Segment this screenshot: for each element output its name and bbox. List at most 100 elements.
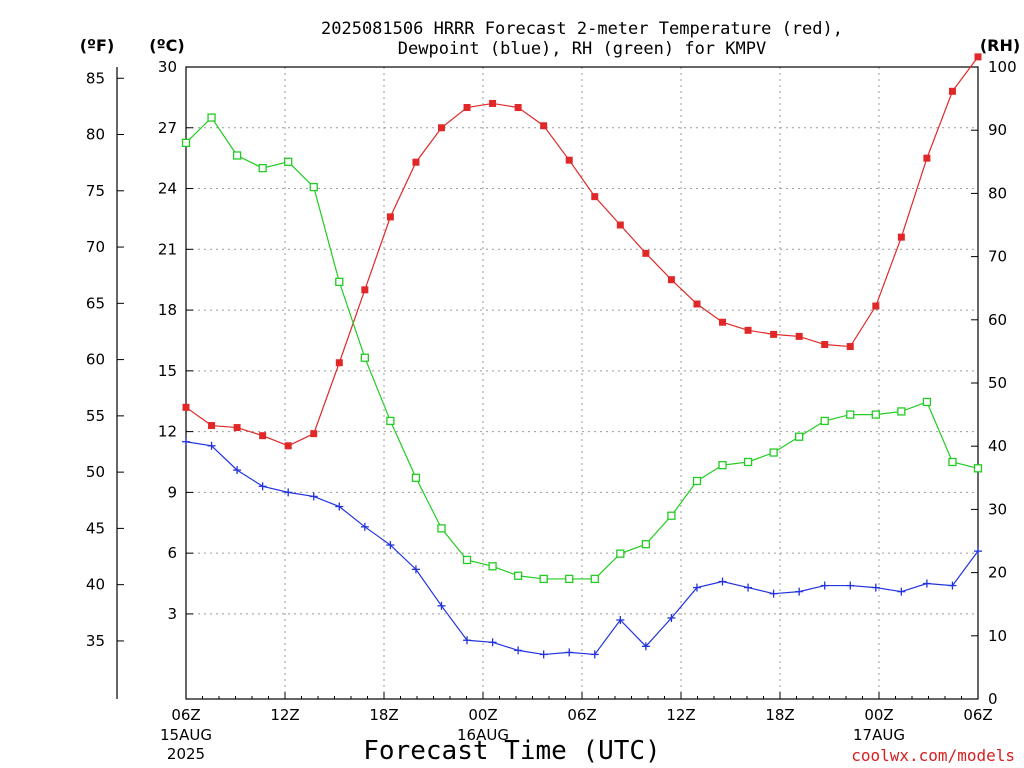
dewpoint-series [182, 437, 982, 659]
rh-point [973, 464, 983, 473]
x-tick-date: 16AUG [457, 726, 509, 744]
dewpoint-point [182, 437, 190, 446]
temperature-point [463, 104, 471, 112]
rh-tick-label: 70 [988, 248, 1007, 266]
rh-point [513, 571, 523, 580]
dewpoint-point [590, 650, 599, 659]
rh-point [948, 457, 957, 467]
fahrenheit-tick-label: 45 [86, 519, 105, 537]
x-tick-label: 00Z [468, 706, 497, 724]
rh-point [820, 416, 829, 426]
dewpoint-point [692, 583, 701, 592]
rh-point [488, 562, 497, 571]
x-tick-label: 06Z [567, 706, 596, 724]
dewpoint-point [565, 648, 574, 657]
rh-tick-label: 50 [988, 374, 1007, 392]
rh-point [386, 416, 395, 426]
dewpoint-point [437, 601, 446, 610]
data-series [181, 53, 983, 659]
rh-point [692, 476, 702, 486]
rh-point [335, 277, 344, 287]
chart-title-line-1: 2025081506 HRRR Forecast 2-meter Tempera… [321, 19, 843, 39]
celsius-tick-label: 6 [167, 544, 177, 562]
temperature-point [821, 341, 829, 349]
temperature-point [616, 221, 624, 229]
temperature-point [208, 422, 216, 430]
rh-point [641, 540, 651, 549]
temperature-point [540, 122, 548, 130]
x-tick-label: 12Z [270, 706, 299, 724]
x-tick-year: 2025 [167, 745, 205, 763]
temperature-point [667, 276, 675, 284]
fahrenheit-unit-label: (ºF) [80, 36, 115, 55]
temperature-point [361, 286, 369, 294]
temperature-point [514, 104, 522, 112]
rh-point [181, 138, 191, 147]
temperature-point [233, 424, 241, 432]
rh-line [185, 116, 979, 580]
fahrenheit-tick-label: 65 [86, 294, 105, 312]
dewpoint-point [974, 547, 982, 556]
rh-point [590, 574, 599, 584]
x-tick-date: 15AUG [160, 726, 212, 744]
fahrenheit-tick-label: 60 [86, 351, 105, 369]
temperature-point [744, 326, 752, 334]
dewpoint-point [897, 587, 906, 596]
rh-series [181, 113, 983, 584]
rh-tick-label: 60 [988, 311, 1007, 329]
temperature-point [642, 249, 650, 257]
temperature-point [872, 302, 880, 310]
fahrenheit-tick-label: 85 [86, 69, 105, 87]
rh-point [411, 473, 421, 482]
dewpoint-point [667, 613, 676, 622]
celsius-tick-label: 9 [167, 483, 177, 501]
temperature-point [565, 156, 573, 164]
celsius-tick-label: 21 [158, 240, 177, 258]
rh-point [232, 151, 242, 160]
x-tick-label: 06Z [963, 706, 992, 724]
x-tick-date: 17AUG [853, 726, 905, 744]
temperature-point [846, 343, 854, 351]
rh-point [360, 353, 369, 362]
temperature-point [974, 53, 982, 61]
rh-point [565, 574, 574, 584]
rh-point [846, 410, 855, 419]
dewpoint-point [258, 482, 267, 491]
dewpoint-point [744, 583, 753, 592]
temperature-point [923, 154, 931, 162]
dewpoint-point [207, 441, 216, 450]
rh-point [743, 457, 753, 467]
temperature-point [719, 318, 727, 326]
temperature-point [284, 442, 292, 450]
rh-point [284, 157, 293, 166]
dewpoint-point [411, 565, 420, 574]
rh-tick-label: 30 [988, 500, 1007, 518]
dewpoint-point [616, 616, 625, 624]
dewpoint-point [539, 650, 548, 659]
rh-point [718, 461, 727, 470]
rh-point [871, 410, 880, 419]
rh-tick-label: 10 [988, 627, 1007, 645]
rh-point [795, 432, 804, 441]
rh-point [539, 574, 548, 584]
rh-tick-label: 40 [988, 437, 1007, 455]
rh-point [437, 524, 446, 533]
plot-frame [185, 66, 979, 700]
celsius-tick-label: 18 [158, 301, 177, 319]
temperature-point [693, 300, 701, 308]
rh-point [769, 448, 778, 457]
x-tick-label: 12Z [666, 706, 695, 724]
fahrenheit-tick-label: 75 [86, 182, 105, 200]
rh-point [207, 113, 216, 122]
x-tick-label: 18Z [765, 706, 794, 724]
temperature-point [897, 233, 905, 241]
celsius-tick-label: 12 [158, 423, 177, 441]
dewpoint-point [871, 583, 880, 592]
rh-tick-label: 90 [988, 121, 1007, 139]
celsius-tick-label: 15 [158, 362, 177, 380]
x-tick-label: 06Z [171, 706, 200, 724]
rh-point [462, 555, 472, 565]
celsius-tick-label: 3 [167, 605, 177, 623]
